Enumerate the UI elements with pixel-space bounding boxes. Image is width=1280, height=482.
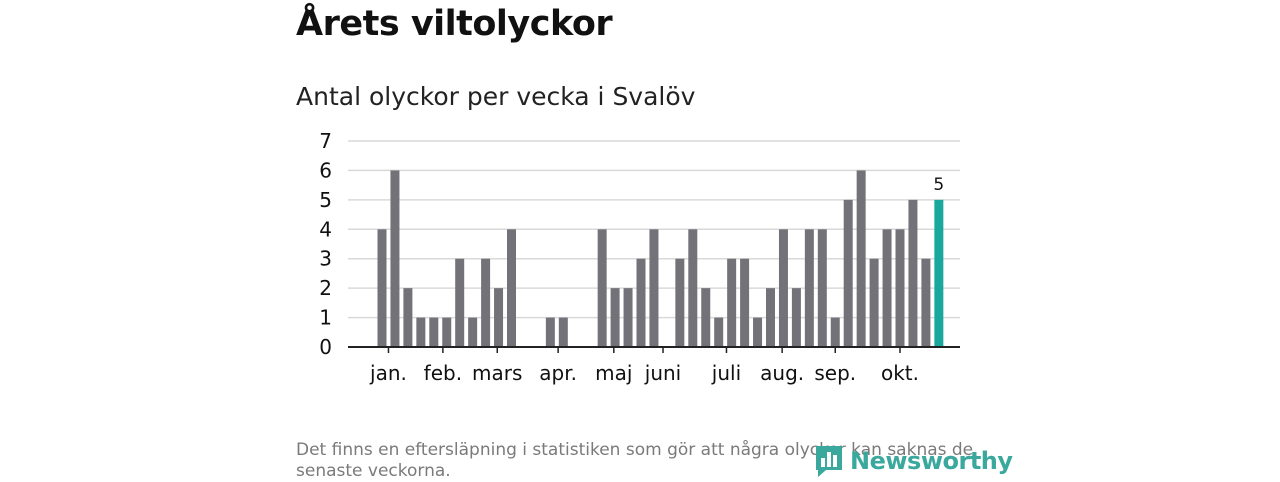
bar xyxy=(675,258,685,347)
bar xyxy=(908,199,918,347)
x-tick-label: sep. xyxy=(814,361,856,385)
bar xyxy=(727,258,737,347)
bar xyxy=(545,317,555,347)
bar-chart: 0 1 2 3 4 5 6 7 5 jan. feb. mars apr. maj juni juli aug.… xyxy=(319,129,960,385)
y-tick-label: 3 xyxy=(319,247,332,271)
bar xyxy=(830,317,840,347)
bar xyxy=(468,317,478,347)
bar xyxy=(623,288,633,347)
bar xyxy=(766,288,775,347)
x-tick-label: jan. xyxy=(369,361,407,385)
bar xyxy=(481,258,491,347)
x-tick-label: juli xyxy=(711,361,741,385)
bar xyxy=(377,229,387,347)
bar xyxy=(610,288,620,347)
page-title: Årets viltolyckor xyxy=(296,4,613,44)
y-tick-label: 2 xyxy=(319,276,332,300)
bar xyxy=(597,229,607,347)
bar xyxy=(442,317,452,347)
data-label: 5 xyxy=(933,175,944,195)
newsworthy-logo[interactable]: Newsworthy xyxy=(814,444,1013,478)
y-tick-label: 7 xyxy=(319,129,332,153)
bar xyxy=(649,229,659,347)
bar-chart-icon xyxy=(816,446,842,477)
y-tick-label: 1 xyxy=(319,306,332,330)
bar xyxy=(753,317,763,347)
x-tick-label: aug. xyxy=(760,361,804,385)
y-tick-label: 4 xyxy=(319,217,332,241)
y-tick-label: 0 xyxy=(319,335,332,359)
y-tick-label: 6 xyxy=(319,158,332,182)
bar xyxy=(778,229,788,347)
bar xyxy=(688,229,698,347)
y-tick-label: 5 xyxy=(319,188,332,212)
highlight-bar xyxy=(934,199,944,347)
bar xyxy=(429,317,439,347)
bar xyxy=(494,288,504,347)
footnote: Det finns en eftersläpning i statistiken… xyxy=(296,440,974,481)
logo-text: Newsworthy xyxy=(850,447,1013,475)
x-tick-label: juni xyxy=(644,361,681,385)
bar xyxy=(791,288,801,347)
bar xyxy=(895,229,905,347)
bar xyxy=(390,170,400,347)
bar xyxy=(455,258,465,347)
bar xyxy=(416,317,426,347)
bar xyxy=(882,229,892,347)
bar xyxy=(856,170,866,347)
chart-title: Antal olyckor per vecka i Svalöv xyxy=(296,82,696,111)
bar xyxy=(804,229,814,347)
x-tick-label: okt. xyxy=(881,361,919,385)
bar xyxy=(403,288,413,347)
bar xyxy=(558,317,568,347)
bar xyxy=(817,229,827,347)
bar xyxy=(714,317,724,347)
bar xyxy=(636,258,646,347)
x-tick-label: apr. xyxy=(539,361,577,385)
bar xyxy=(701,288,711,347)
bar xyxy=(740,258,750,347)
x-tick-label: mars xyxy=(472,361,522,385)
bar xyxy=(921,258,931,347)
x-tick-label: maj xyxy=(595,361,632,385)
bar xyxy=(869,258,879,347)
bar xyxy=(507,229,516,347)
bar xyxy=(843,199,853,347)
x-tick-label: feb. xyxy=(424,361,462,385)
